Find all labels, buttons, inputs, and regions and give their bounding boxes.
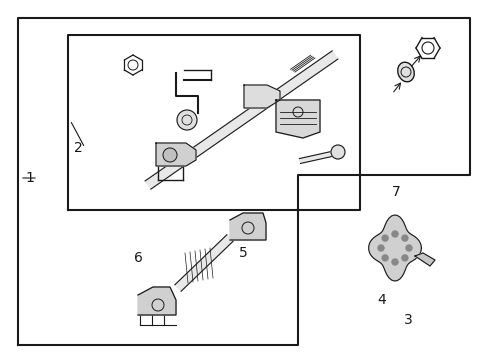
Polygon shape — [275, 100, 319, 138]
Polygon shape — [156, 143, 196, 166]
Text: 7: 7 — [391, 185, 400, 199]
Circle shape — [401, 235, 407, 241]
Circle shape — [163, 148, 177, 162]
Circle shape — [330, 145, 345, 159]
Text: 6: 6 — [133, 251, 142, 265]
Text: 2: 2 — [74, 141, 82, 155]
Polygon shape — [145, 51, 337, 189]
Circle shape — [391, 259, 397, 265]
Polygon shape — [229, 213, 265, 240]
Polygon shape — [244, 85, 280, 108]
Polygon shape — [299, 150, 336, 163]
Text: 4: 4 — [377, 293, 386, 307]
Circle shape — [381, 255, 387, 261]
Polygon shape — [414, 253, 434, 266]
Circle shape — [377, 245, 383, 251]
Text: 3: 3 — [403, 313, 411, 327]
Polygon shape — [175, 235, 233, 291]
Text: 1: 1 — [25, 171, 34, 185]
Circle shape — [401, 255, 407, 261]
Circle shape — [177, 110, 197, 130]
Circle shape — [381, 235, 387, 241]
Polygon shape — [138, 287, 176, 315]
Circle shape — [391, 231, 397, 237]
Ellipse shape — [397, 62, 413, 82]
Polygon shape — [368, 215, 421, 281]
Circle shape — [405, 245, 411, 251]
Text: 5: 5 — [238, 246, 247, 260]
